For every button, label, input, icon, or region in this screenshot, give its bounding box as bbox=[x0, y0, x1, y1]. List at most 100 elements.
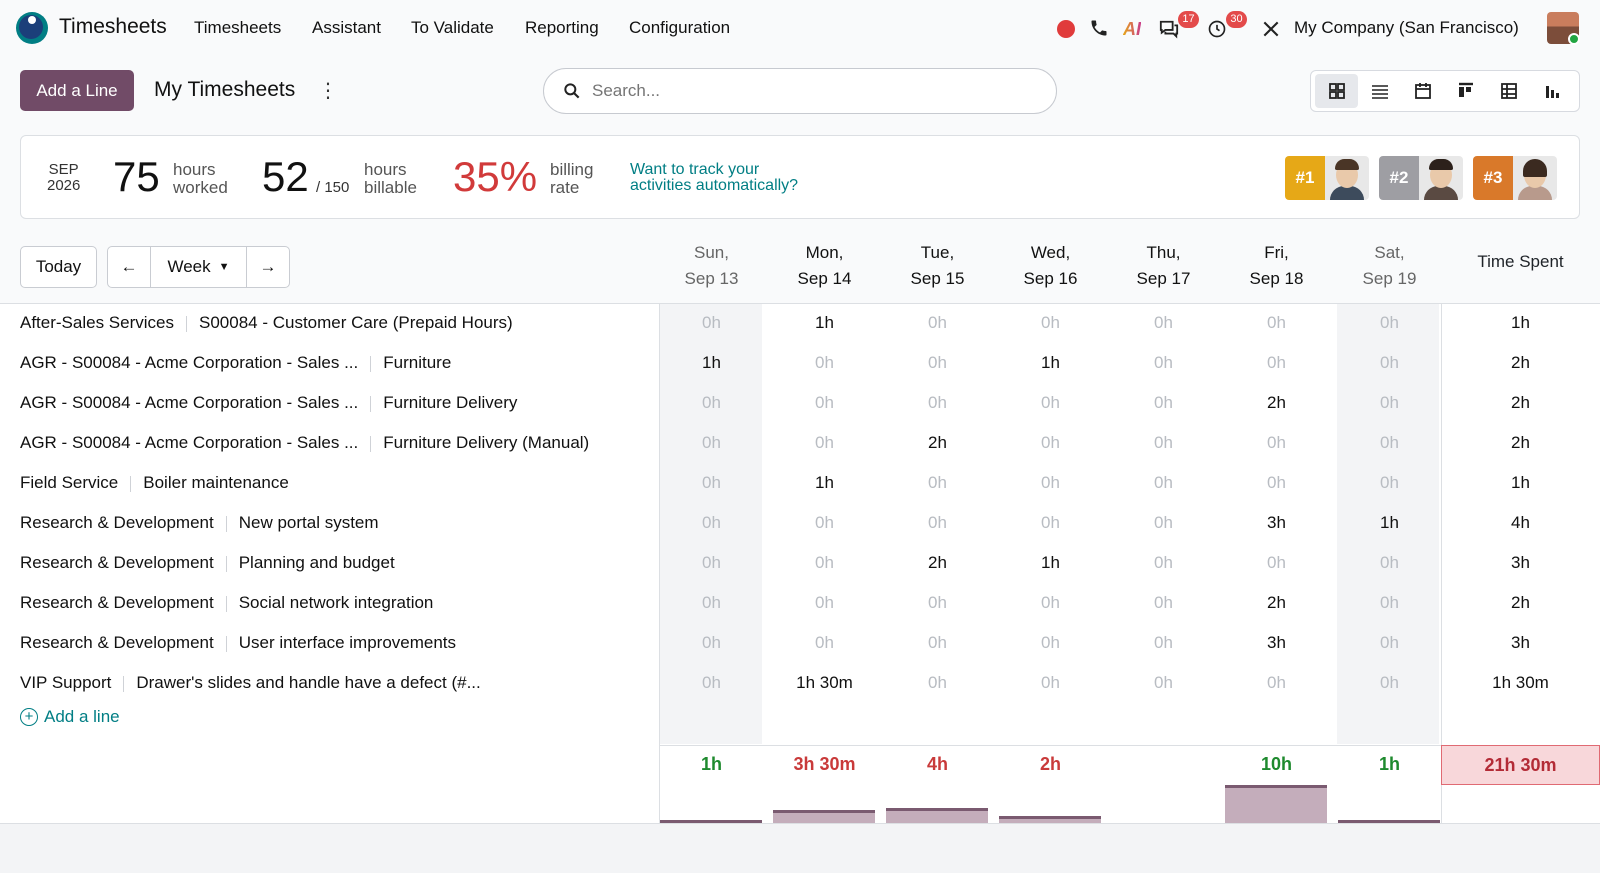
record-icon[interactable] bbox=[1057, 20, 1075, 38]
hours-cell[interactable]: 0h bbox=[815, 553, 834, 572]
next-period-button[interactable]: → bbox=[246, 246, 290, 288]
hours-cell[interactable]: 0h bbox=[1380, 593, 1399, 612]
hours-cell[interactable]: 0h bbox=[1041, 473, 1060, 492]
row-label[interactable]: AGR - S00084 - Acme Corporation - Sales … bbox=[20, 393, 517, 413]
hours-cell[interactable]: 1h bbox=[702, 353, 721, 372]
hours-cell[interactable]: 3h bbox=[1267, 513, 1286, 532]
hours-cell[interactable]: 0h bbox=[702, 393, 721, 412]
hours-cell[interactable]: 0h bbox=[1267, 433, 1286, 452]
hours-cell[interactable]: 2h bbox=[1267, 593, 1286, 612]
today-button[interactable]: Today bbox=[20, 246, 97, 288]
messages-icon[interactable] bbox=[1158, 19, 1180, 39]
hours-cell[interactable]: 0h bbox=[928, 593, 947, 612]
track-activities-link[interactable]: Want to track your activities automatica… bbox=[630, 162, 798, 194]
hours-cell[interactable]: 0h bbox=[1380, 673, 1399, 692]
hours-cell[interactable]: 0h bbox=[1380, 473, 1399, 492]
hours-cell[interactable]: 0h bbox=[1380, 393, 1399, 412]
previous-period-button[interactable]: ← bbox=[107, 246, 151, 288]
hours-cell[interactable]: 0h bbox=[928, 633, 947, 652]
hours-cell[interactable]: 0h bbox=[928, 313, 947, 332]
hours-cell[interactable]: 0h bbox=[1267, 673, 1286, 692]
hours-cell[interactable]: 0h bbox=[928, 353, 947, 372]
row-label[interactable]: Field Service Boiler maintenance bbox=[20, 473, 289, 493]
hours-cell[interactable]: 0h bbox=[1154, 313, 1173, 332]
hours-cell[interactable]: 1h bbox=[1380, 513, 1399, 532]
hours-cell[interactable]: 0h bbox=[1154, 633, 1173, 652]
search-bar[interactable] bbox=[543, 68, 1057, 114]
hours-cell[interactable]: 0h bbox=[815, 593, 834, 612]
menu-assistant[interactable]: Assistant bbox=[312, 18, 381, 37]
list-view-button[interactable] bbox=[1358, 74, 1401, 108]
hours-cell[interactable]: 0h bbox=[1154, 393, 1173, 412]
hours-cell[interactable]: 0h bbox=[1041, 433, 1060, 452]
hours-cell[interactable]: 0h bbox=[815, 353, 834, 372]
hours-cell[interactable]: 0h bbox=[1267, 353, 1286, 372]
hours-cell[interactable]: 0h bbox=[702, 473, 721, 492]
row-label[interactable]: AGR - S00084 - Acme Corporation - Sales … bbox=[20, 433, 589, 453]
hours-cell[interactable]: 0h bbox=[928, 673, 947, 692]
kanban-view-button[interactable] bbox=[1444, 74, 1487, 108]
hours-cell[interactable]: 0h bbox=[702, 433, 721, 452]
row-label[interactable]: Research & Development Social network int… bbox=[20, 593, 433, 613]
phone-icon[interactable] bbox=[1089, 18, 1109, 38]
hours-cell[interactable]: 0h bbox=[1154, 473, 1173, 492]
period-dropdown[interactable]: Week ▼ bbox=[151, 246, 246, 288]
add-a-line-button[interactable]: Add a Line bbox=[20, 70, 134, 111]
hours-cell[interactable]: 0h bbox=[702, 673, 721, 692]
leaderboard-rank-2[interactable]: #2 bbox=[1379, 156, 1463, 200]
pivot-view-button[interactable] bbox=[1487, 74, 1530, 108]
graph-view-button[interactable] bbox=[1530, 74, 1573, 108]
hours-cell[interactable]: 0h bbox=[1380, 633, 1399, 652]
ai-icon[interactable]: AI bbox=[1123, 19, 1141, 39]
hours-cell[interactable]: 0h bbox=[1154, 593, 1173, 612]
search-input[interactable] bbox=[592, 81, 1012, 101]
menu-to-validate[interactable]: To Validate bbox=[411, 18, 494, 37]
hours-cell[interactable]: 0h bbox=[1041, 313, 1060, 332]
hours-cell[interactable]: 3h bbox=[1267, 633, 1286, 652]
hours-cell[interactable]: 0h bbox=[815, 433, 834, 452]
row-label[interactable]: Research & Development New portal system bbox=[20, 513, 379, 533]
hours-cell[interactable]: 0h bbox=[815, 393, 834, 412]
tools-icon[interactable] bbox=[1261, 19, 1281, 39]
hours-cell[interactable]: 2h bbox=[928, 433, 947, 452]
menu-timesheets[interactable]: Timesheets bbox=[194, 18, 282, 37]
hours-cell[interactable]: 0h bbox=[702, 633, 721, 652]
hours-cell[interactable]: 0h bbox=[928, 473, 947, 492]
hours-cell[interactable]: 0h bbox=[1267, 473, 1286, 492]
add-line-link[interactable]: + Add a line bbox=[20, 707, 120, 727]
hours-cell[interactable]: 0h bbox=[702, 553, 721, 572]
hours-cell[interactable]: 1h 30m bbox=[796, 673, 853, 692]
hours-cell[interactable]: 0h bbox=[1380, 553, 1399, 572]
grid-view-button[interactable] bbox=[1315, 74, 1358, 108]
hours-cell[interactable]: 0h bbox=[1041, 593, 1060, 612]
hours-cell[interactable]: 2h bbox=[1267, 393, 1286, 412]
hours-cell[interactable]: 1h bbox=[1041, 353, 1060, 372]
hours-cell[interactable]: 0h bbox=[1380, 433, 1399, 452]
hours-cell[interactable]: 0h bbox=[928, 513, 947, 532]
app-logo-icon[interactable] bbox=[16, 12, 48, 44]
hours-cell[interactable]: 0h bbox=[928, 393, 947, 412]
hours-cell[interactable]: 0h bbox=[1154, 553, 1173, 572]
hours-cell[interactable]: 0h bbox=[1041, 513, 1060, 532]
row-label[interactable]: Research & Development User interface imp… bbox=[20, 633, 456, 653]
calendar-view-button[interactable] bbox=[1401, 74, 1444, 108]
hours-cell[interactable]: 0h bbox=[702, 313, 721, 332]
hours-cell[interactable]: 1h bbox=[1041, 553, 1060, 572]
menu-reporting[interactable]: Reporting bbox=[525, 18, 599, 37]
hours-cell[interactable]: 0h bbox=[815, 633, 834, 652]
hours-cell[interactable]: 0h bbox=[1041, 633, 1060, 652]
activities-clock-icon[interactable] bbox=[1207, 19, 1227, 39]
row-label[interactable]: After-Sales Services S00084 - Customer Ca… bbox=[20, 313, 513, 333]
hours-cell[interactable]: 0h bbox=[1380, 313, 1399, 332]
leaderboard-rank-1[interactable]: #1 bbox=[1285, 156, 1369, 200]
leaderboard-rank-3[interactable]: #3 bbox=[1473, 156, 1557, 200]
row-label[interactable]: VIP Support Drawer's slides and handle ha… bbox=[20, 673, 481, 693]
more-actions-icon[interactable]: ⋮ bbox=[318, 80, 338, 102]
company-switcher[interactable]: My Company (San Francisco) bbox=[1294, 18, 1519, 37]
hours-cell[interactable]: 0h bbox=[1154, 433, 1173, 452]
hours-cell[interactable]: 0h bbox=[815, 513, 834, 532]
hours-cell[interactable]: 0h bbox=[702, 513, 721, 532]
hours-cell[interactable]: 0h bbox=[1041, 393, 1060, 412]
row-label[interactable]: Research & Development Planning and budge… bbox=[20, 553, 395, 573]
row-label[interactable]: AGR - S00084 - Acme Corporation - Sales … bbox=[20, 353, 451, 373]
